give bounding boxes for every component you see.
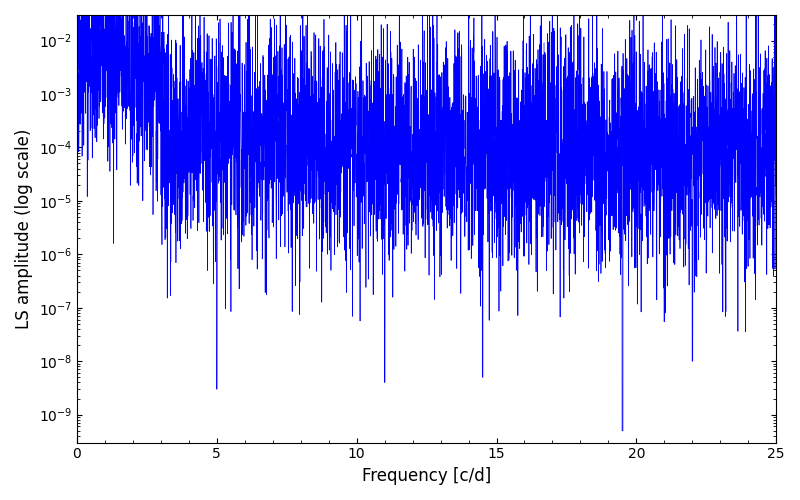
X-axis label: Frequency [c/d]: Frequency [c/d]	[362, 467, 491, 485]
Y-axis label: LS amplitude (log scale): LS amplitude (log scale)	[15, 128, 33, 329]
